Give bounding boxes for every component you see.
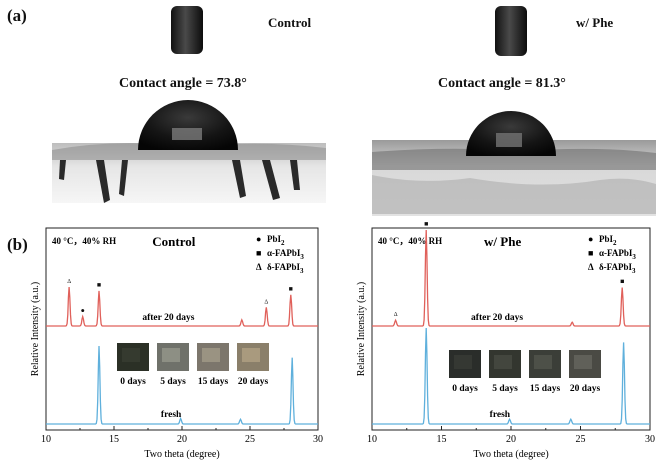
x-tick-label: 15 [437, 434, 447, 445]
series-line [372, 229, 650, 327]
phe-xrd-chart: 10 15 20 25 30 Two theta (degree) Relative Int… [356, 220, 655, 460]
legend-label: PbI2 [599, 234, 617, 247]
plot-frame [371, 227, 651, 431]
film-photo-label: 5 days [160, 377, 186, 387]
film-photo-label: 15 days [530, 384, 561, 394]
conditions-label: 40 °C，40% RH [52, 236, 116, 246]
legend-label: δ-FAPbI3 [267, 262, 304, 275]
peak-marker: ■ [424, 220, 428, 228]
film-photo-highlight [202, 348, 220, 362]
legend-marker: ● [256, 234, 261, 244]
legend-label: PbI2 [267, 234, 285, 247]
control-xrd-chart: 10 15 20 25 30 Two theta (degree) Relative Int… [30, 227, 323, 460]
x-tick-label: 25 [576, 434, 586, 445]
peak-marker: Δ [67, 279, 71, 285]
series-label: fresh [161, 410, 182, 420]
panel-a-label: (a) [7, 6, 27, 25]
legend-marker: Δ [588, 262, 594, 272]
film-photo-highlight [454, 355, 472, 369]
film-photo-highlight [122, 348, 140, 362]
x-tick-label: 10 [41, 434, 51, 445]
control-droplet-image [52, 6, 326, 203]
phe-droplet-image [372, 6, 656, 216]
legend-label: α-FAPbI3 [599, 248, 636, 261]
film-photo-highlight [574, 355, 592, 369]
film-photo-highlight [534, 355, 552, 369]
chart-title: w/ Phe [484, 234, 521, 249]
y-axis-label: Relative Intensity (a.u.) [30, 282, 41, 376]
x-tick-label: 30 [313, 434, 323, 445]
legend-marker: Δ [256, 262, 262, 272]
x-tick-label: 25 [245, 434, 255, 445]
panel-b-label: (b) [7, 235, 28, 254]
phe-condition-label: w/ Phe [576, 15, 614, 30]
x-tick-label: 20 [506, 434, 516, 445]
conditions-label: 40 °C，40% RH [378, 236, 442, 246]
legend-label: δ-FAPbI3 [599, 262, 636, 275]
series-line [46, 286, 318, 327]
control-reflections [59, 160, 300, 203]
x-tick-label: 30 [645, 434, 655, 445]
chart-title: Control [152, 234, 195, 249]
film-photo-label: 15 days [198, 377, 229, 387]
x-axis-label: Two theta (degree) [473, 449, 548, 460]
control-needle [171, 6, 203, 54]
peak-marker: Δ [394, 312, 398, 318]
film-photo-label: 5 days [492, 384, 518, 394]
peak-marker: ● [81, 307, 85, 315]
film-photo-highlight [242, 348, 260, 362]
legend-marker: ■ [588, 248, 593, 258]
x-tick-label: 15 [109, 434, 119, 445]
peak-marker: ■ [289, 285, 293, 293]
legend-subscript: 2 [281, 239, 285, 247]
x-tick-label: 20 [177, 434, 187, 445]
phe-contact-angle: Contact angle = 81.3° [438, 76, 566, 91]
control-droplet [138, 100, 238, 150]
legend-subscript: 3 [632, 253, 636, 261]
series-label: after 20 days [471, 313, 523, 323]
film-photo-label: 0 days [120, 377, 146, 387]
legend-subscript: 2 [613, 239, 617, 247]
legend-label: α-FAPbI3 [267, 248, 304, 261]
film-photo-label: 0 days [452, 384, 478, 394]
control-condition-label: Control [268, 15, 312, 30]
legend-subscript: 3 [300, 267, 304, 275]
legend-subscript: 3 [632, 267, 636, 275]
series-label: fresh [490, 410, 511, 420]
phe-needle [495, 6, 527, 56]
film-photo-label: 20 days [238, 377, 269, 387]
film-photo-highlight [162, 348, 180, 362]
series-line [46, 345, 318, 425]
film-photo-label: 20 days [570, 384, 601, 394]
series-label: after 20 days [142, 313, 194, 323]
peak-marker: ■ [620, 278, 624, 286]
legend-marker: ● [588, 234, 593, 244]
film-photo-highlight [494, 355, 512, 369]
legend-subscript: 3 [300, 253, 304, 261]
peak-marker: ■ [97, 281, 101, 289]
y-axis-label: Relative Intensity (a.u.) [356, 282, 367, 376]
peak-marker: Δ [264, 299, 268, 305]
control-contact-angle: Contact angle = 73.8° [119, 76, 247, 91]
legend-marker: ■ [256, 248, 261, 258]
x-axis-label: Two theta (degree) [144, 449, 219, 460]
plot-frame [45, 227, 319, 431]
series-line [372, 327, 650, 425]
x-tick-label: 10 [367, 434, 377, 445]
